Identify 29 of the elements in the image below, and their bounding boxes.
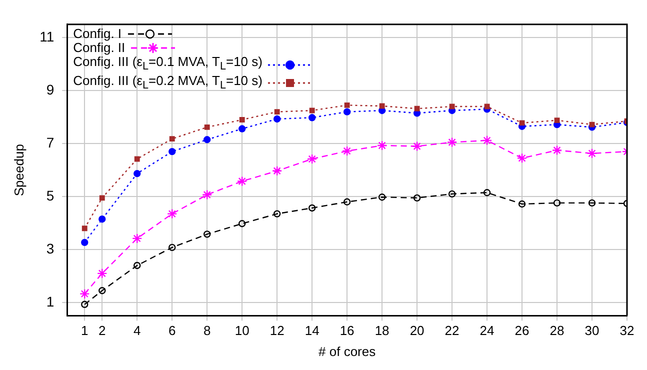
- y-tick-label: 11: [40, 28, 54, 45]
- y-axis-title: Speedup: [11, 144, 26, 196]
- y-tick-label: 7: [46, 134, 54, 150]
- x-tick-label: 4: [134, 323, 141, 338]
- x-tick-label: 28: [550, 323, 564, 338]
- legend-label: Config. I: [73, 26, 122, 42]
- y-tick-label: 9: [46, 81, 54, 98]
- x-tick-label: 16: [340, 323, 354, 338]
- x-tick-label: 22: [444, 323, 460, 338]
- x-tick-label: 2: [98, 323, 106, 338]
- x-tick-label: 32: [620, 323, 634, 338]
- x-tick-label: 18: [374, 323, 390, 338]
- x-axis-title: # of cores: [318, 344, 376, 359]
- x-tick-label: 14: [304, 323, 320, 338]
- x-tick-label: 30: [584, 323, 600, 338]
- x-tick-label: 6: [168, 323, 176, 338]
- x-tick-label: 8: [203, 323, 211, 338]
- legend-label: Config. III (ε$_{L}$=0.1 MVA, T$_{L}$=10 s): [73, 54, 262, 74]
- x-tick-label: 24: [480, 323, 494, 338]
- y-tick-label: 3: [46, 240, 54, 256]
- y-tick-label: 1: [46, 293, 54, 310]
- x-tick-label: 26: [514, 323, 530, 338]
- legend-label: Config. III (ε$_{L}$=0.2 MVA, T$_{L}$=10 s): [73, 72, 262, 93]
- x-tick-label: 1: [81, 323, 88, 338]
- legend-label: Config. II: [73, 40, 126, 56]
- x-tick-label: 20: [410, 323, 424, 338]
- x-tick-label: 10: [234, 323, 250, 338]
- x-tick-label: 12: [270, 323, 284, 338]
- y-tick-label: 5: [46, 187, 54, 204]
